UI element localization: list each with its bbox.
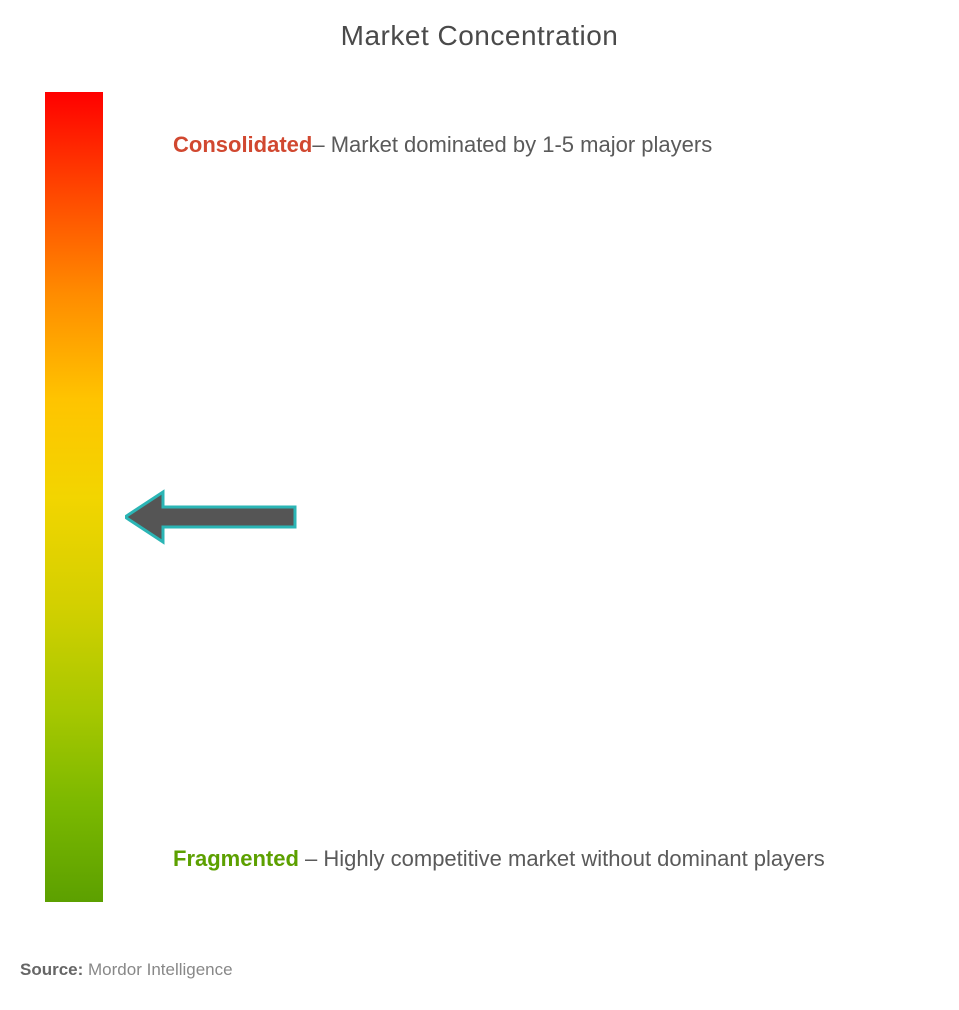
consolidated-highlight: Consolidated [173,132,312,157]
consolidated-text: – Market dominated by 1-5 major players [312,132,712,157]
chart-container: Market Concentration [0,0,959,1010]
content-area: Consolidated– Market dominated by 1-5 ma… [30,92,929,902]
consolidated-label: Consolidated– Market dominated by 1-5 ma… [173,122,899,168]
gradient-svg [45,92,103,902]
arrow-icon [125,487,300,547]
fragmented-text: – Highly competitive market without domi… [299,846,825,871]
fragmented-label: Fragmented – Highly competitive market w… [173,836,899,882]
source-label: Source: [20,960,83,979]
concentration-gradient-bar [45,92,103,902]
source-value: Mordor Intelligence [83,960,232,979]
source-attribution: Source: Mordor Intelligence [20,960,233,980]
position-arrow [125,487,300,552]
chart-title: Market Concentration [30,20,929,52]
fragmented-highlight: Fragmented [173,846,299,871]
